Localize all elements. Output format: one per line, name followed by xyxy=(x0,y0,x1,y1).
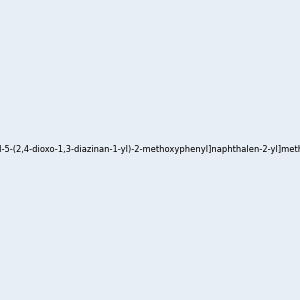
Text: N-[6-[3-tert-butyl-5-(2,4-dioxo-1,3-diazinan-1-yl)-2-methoxyphenyl]naphthalen-2-: N-[6-[3-tert-butyl-5-(2,4-dioxo-1,3-diaz… xyxy=(0,146,300,154)
